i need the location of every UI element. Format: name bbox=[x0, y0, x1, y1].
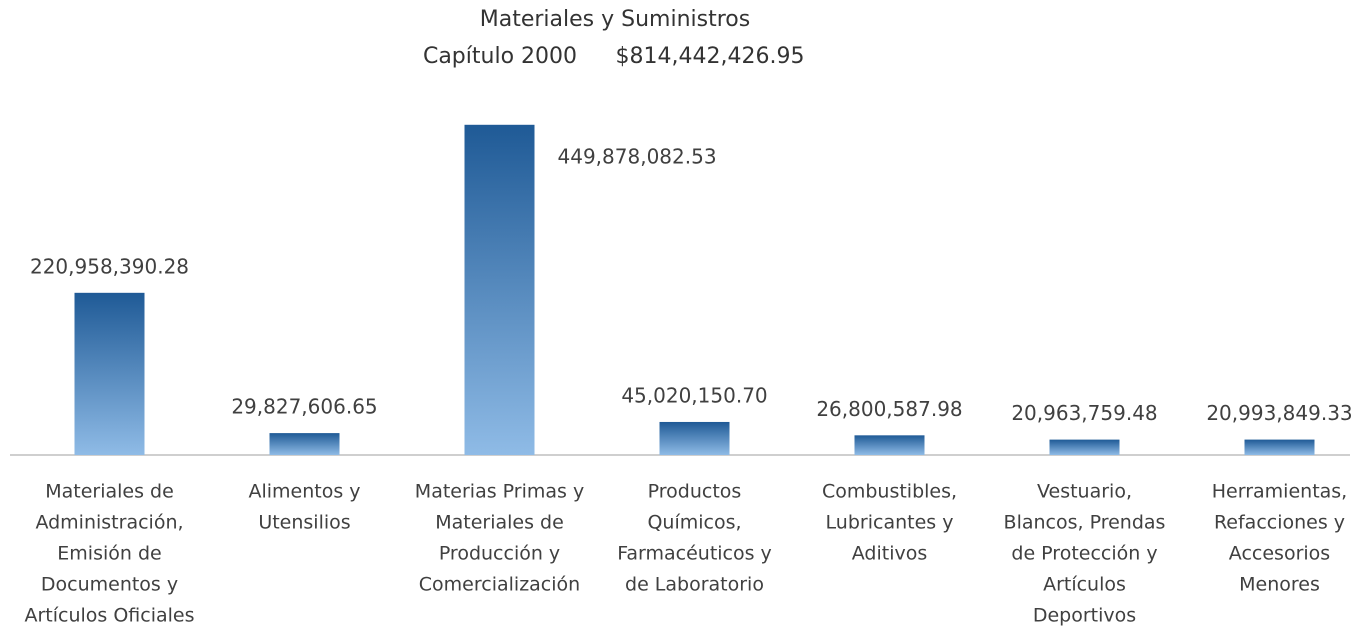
value-label: 26,800,587.98 bbox=[816, 397, 962, 421]
chart-subtitle: Capítulo 2000 bbox=[423, 44, 577, 69]
x-tick-label: Accesorios bbox=[1229, 543, 1330, 565]
x-tick-label: Refacciones y bbox=[1214, 512, 1345, 534]
bar bbox=[464, 124, 535, 455]
x-tick-label: de Laboratorio bbox=[625, 574, 764, 596]
x-tick-label: Utensilios bbox=[258, 512, 350, 534]
x-tick-label: Producción y bbox=[439, 543, 560, 565]
x-tick-label: Blancos, Prendas bbox=[1004, 512, 1166, 534]
x-tick-label: Químicos, bbox=[647, 512, 741, 534]
x-tick-label: Herramientas, bbox=[1212, 481, 1347, 503]
x-tick-label: Lubricantes y bbox=[826, 512, 954, 534]
x-tick-label: Administración, bbox=[35, 512, 183, 534]
bar bbox=[659, 421, 730, 455]
chart-total: $814,442,426.95 bbox=[616, 44, 805, 69]
x-tick-label: Farmacéuticos y bbox=[617, 543, 772, 565]
bar bbox=[269, 433, 340, 455]
x-tick-label: Aditivos bbox=[852, 543, 928, 565]
x-tick-label: Deportivos bbox=[1033, 605, 1136, 627]
x-tick-label: Documentos y bbox=[41, 574, 178, 596]
value-label: 45,020,150.70 bbox=[621, 383, 767, 407]
x-tick-label: Comercialización bbox=[419, 574, 580, 596]
x-tick-label: de Protección y bbox=[1011, 543, 1157, 565]
value-label: 220,958,390.28 bbox=[30, 254, 189, 278]
value-label: 29,827,606.65 bbox=[231, 395, 377, 419]
x-tick-label: Vestuario, bbox=[1037, 481, 1132, 503]
bar bbox=[74, 292, 145, 455]
value-label: 449,878,082.53 bbox=[558, 144, 717, 168]
x-tick-label: Alimentos y bbox=[248, 481, 360, 503]
bar bbox=[1049, 439, 1120, 455]
x-tick-label: Combustibles, bbox=[822, 481, 957, 503]
x-tick-label: Materiales de bbox=[435, 512, 564, 534]
x-tick-label: Emisión de bbox=[57, 543, 161, 565]
x-tick-label: Materiales de bbox=[45, 481, 174, 503]
x-tick-label: Menores bbox=[1239, 574, 1320, 596]
x-tick-label: Productos bbox=[648, 481, 742, 503]
x-tick-label: Artículos bbox=[1043, 574, 1126, 596]
value-label: 20,993,849.33 bbox=[1206, 401, 1352, 425]
bar bbox=[1244, 439, 1315, 455]
x-tick-label: Materias Primas y bbox=[415, 481, 584, 503]
x-tick-label: Artículos Oficiales bbox=[24, 605, 194, 627]
bar bbox=[854, 435, 925, 455]
chart-title: Materiales y Suministros bbox=[480, 7, 750, 32]
value-label: 20,963,759.48 bbox=[1011, 401, 1157, 425]
